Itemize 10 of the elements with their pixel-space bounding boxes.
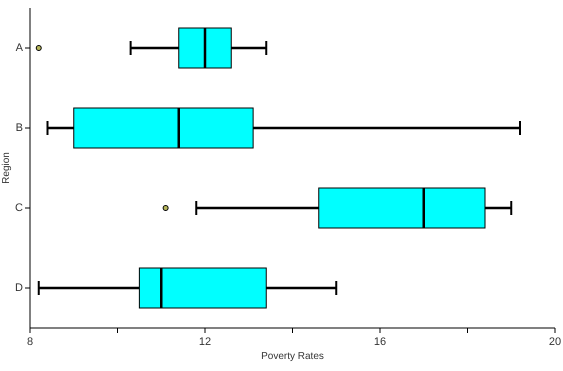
y-tick-label: C [15, 202, 24, 214]
x-axis-title: Poverty Rates [261, 351, 324, 362]
x-tick-label: 8 [26, 336, 34, 348]
x-tick-label: 16 [374, 336, 386, 348]
x-tick-label: 12 [198, 336, 212, 348]
y-tick-label: B [16, 122, 23, 134]
x-tick-label: 20 [548, 336, 562, 348]
y-tick-label: D [15, 282, 24, 294]
y-tick-label: A [16, 42, 24, 54]
y-axis-title: Region [1, 152, 12, 184]
